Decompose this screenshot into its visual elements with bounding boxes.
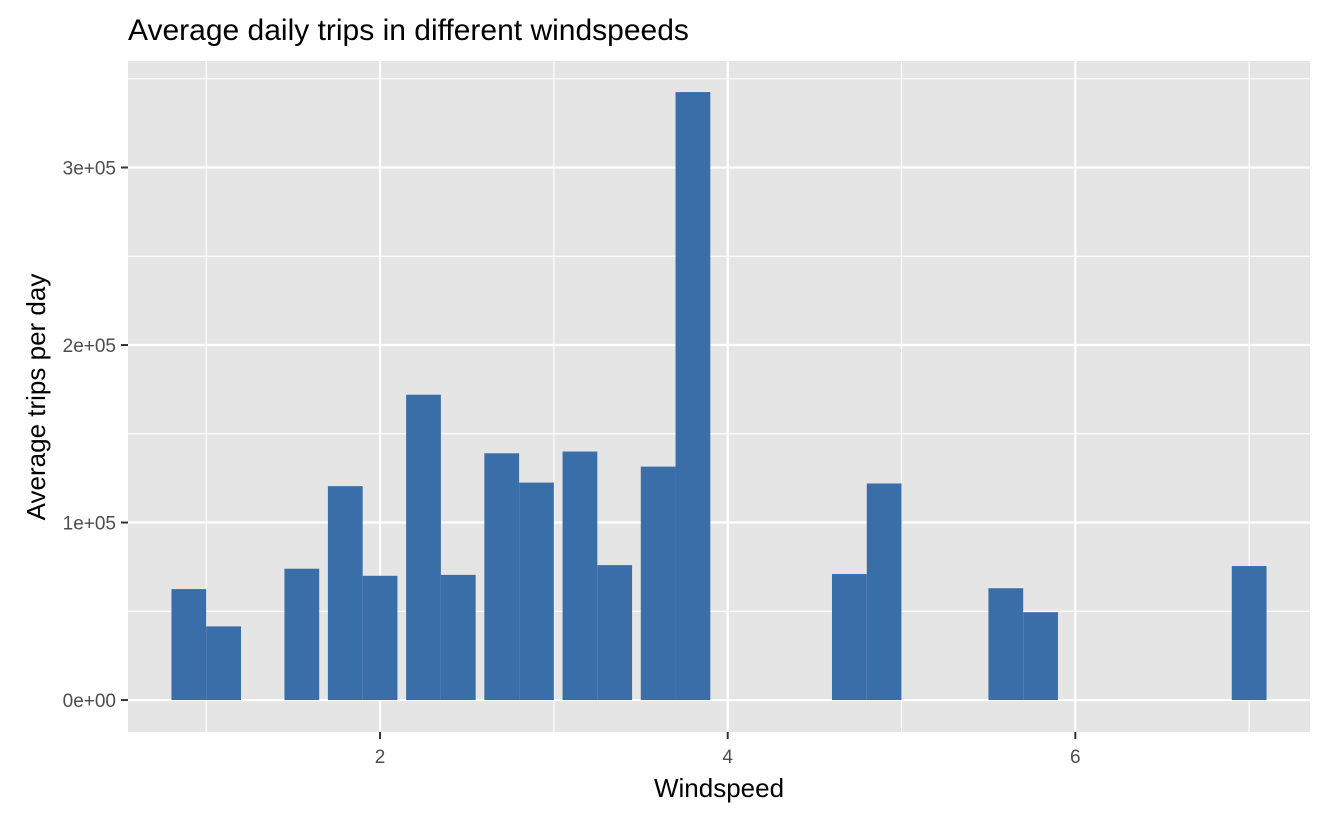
x-tick-label: 4 xyxy=(722,747,733,768)
bar xyxy=(1231,566,1267,701)
chart-title: Average daily trips in different windspe… xyxy=(128,14,689,47)
bar xyxy=(406,394,441,701)
bar xyxy=(675,92,711,701)
x-axis: 2 4 6 xyxy=(375,732,1081,768)
bar xyxy=(519,482,554,701)
bar xyxy=(206,626,241,701)
bar xyxy=(562,451,598,701)
y-tick-label: 2e+05 xyxy=(63,336,116,357)
bar xyxy=(597,565,633,701)
bar xyxy=(171,589,207,701)
bar xyxy=(866,483,902,701)
bar xyxy=(327,486,363,701)
bar xyxy=(1023,612,1058,701)
bar xyxy=(284,568,320,701)
x-tick-label: 6 xyxy=(1070,747,1081,768)
y-tick-label: 1e+05 xyxy=(63,514,116,535)
bar xyxy=(440,574,476,701)
bar xyxy=(831,574,867,701)
bar xyxy=(362,575,398,701)
y-tick-label: 0e+00 xyxy=(63,691,116,712)
minor-gridlines xyxy=(128,61,1310,732)
bar xyxy=(484,453,520,701)
plot-panel xyxy=(128,61,1310,732)
x-axis-title: Windspeed xyxy=(654,773,784,803)
bar xyxy=(988,588,1024,701)
y-tick-label: 3e+05 xyxy=(63,159,116,180)
y-axis: 0e+00 1e+05 2e+05 3e+05 xyxy=(63,159,128,712)
bar xyxy=(640,466,676,701)
bars xyxy=(171,92,1267,701)
x-tick-label: 2 xyxy=(375,747,386,768)
y-axis-title: Average trips per day xyxy=(21,274,51,521)
major-gridlines xyxy=(128,61,1310,732)
